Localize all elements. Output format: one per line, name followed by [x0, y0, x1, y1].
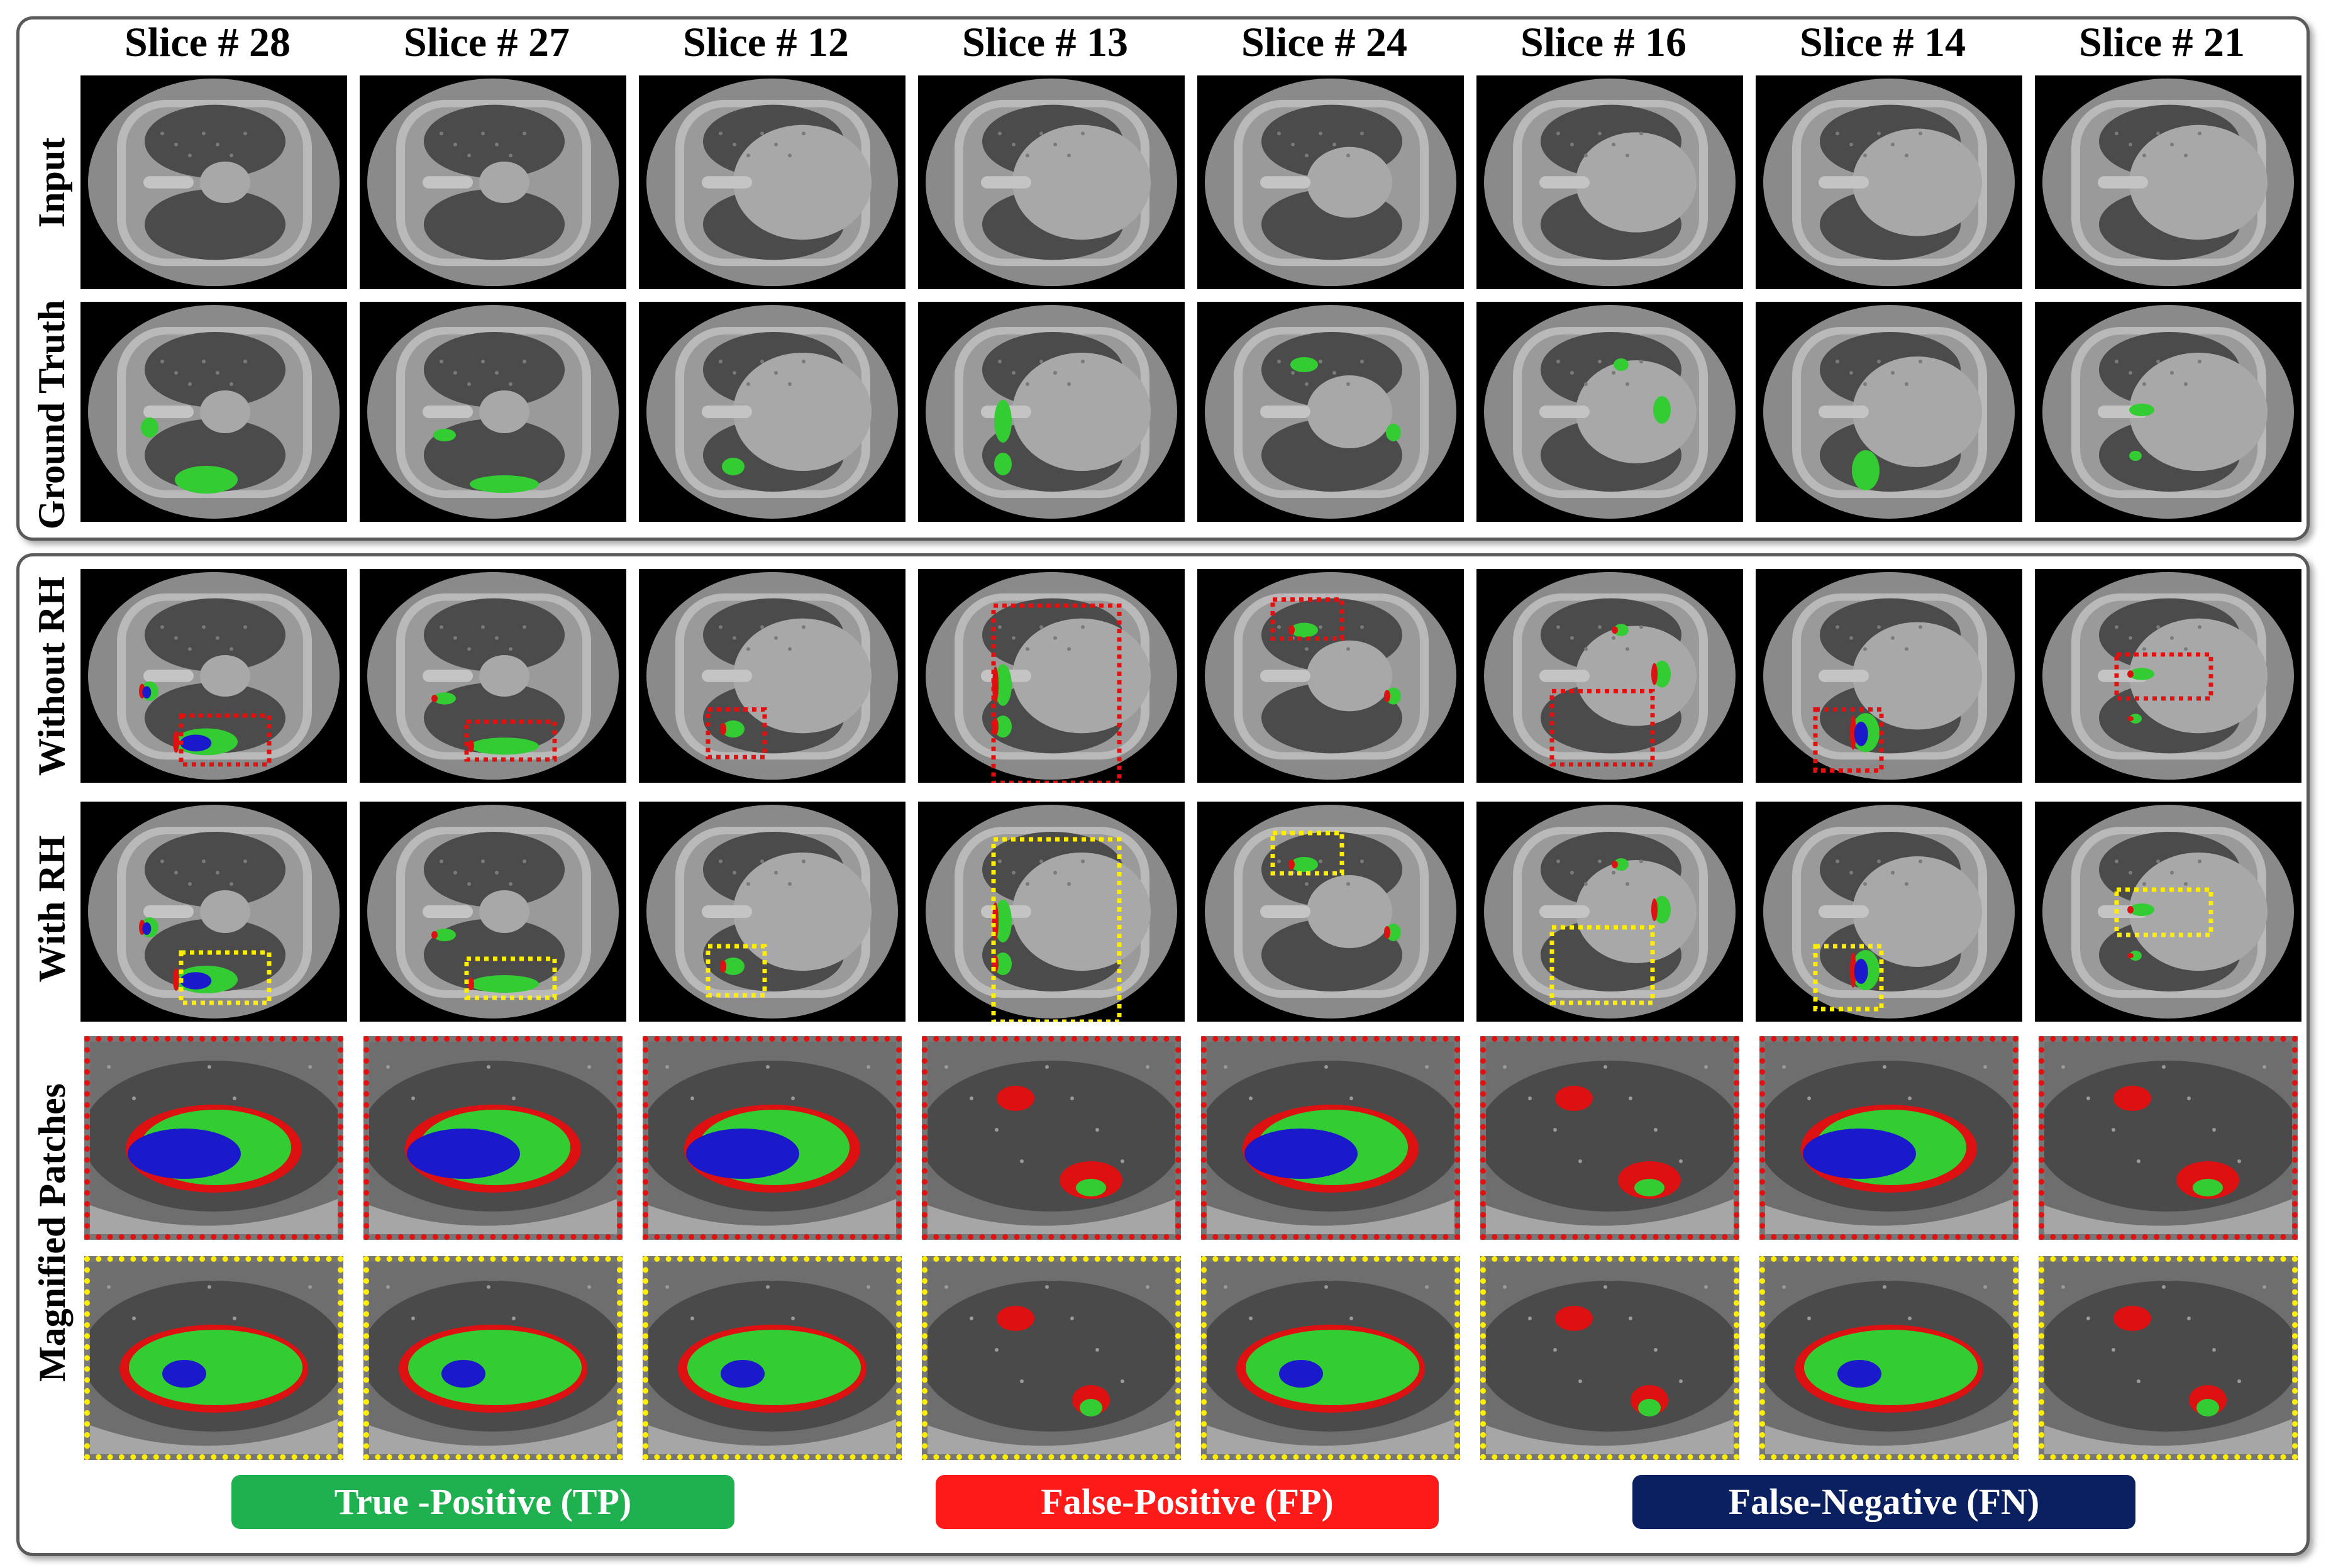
row-label-without-rh-text: Without RH: [31, 576, 73, 776]
ct-input-slice-28: [80, 75, 347, 289]
magnified-patch-without-rh-slice-14: [1759, 1036, 2019, 1240]
ct-ground-truth-slice-13: [918, 302, 1185, 522]
magnified-patch-with-rh-slice-12: [643, 1256, 902, 1460]
magnified-patch-without-rh-slice-12: [643, 1036, 902, 1240]
magnified-patch-with-rh-slice-21: [2039, 1256, 2298, 1460]
ct-with-rh-slice-27: [360, 802, 626, 1022]
ct-without-rh-slice-13: [918, 569, 1185, 783]
ct-input-slice-13: [918, 75, 1185, 289]
legend-true-positive: True -Positive (TP): [231, 1475, 734, 1529]
ct-ground-truth-slice-27: [360, 302, 626, 522]
column-title-slice-13: Slice # 13: [962, 19, 1128, 65]
row-label-with-rh: With RH: [24, 802, 80, 1015]
ct-ground-truth-slice-14: [1756, 302, 2022, 522]
magnified-patch-with-rh-slice-27: [363, 1256, 623, 1460]
ct-with-rh-slice-16: [1476, 802, 1743, 1022]
magnified-patch-with-rh-slice-16: [1480, 1256, 1739, 1460]
ct-input-slice-16: [1476, 75, 1743, 289]
ct-with-rh-slice-13: [918, 802, 1185, 1022]
ct-input-slice-24: [1197, 75, 1464, 289]
magnified-patch-without-rh-slice-24: [1201, 1036, 1460, 1240]
ct-with-rh-slice-14: [1756, 802, 2022, 1022]
magnified-patch-without-rh-slice-16: [1480, 1036, 1739, 1240]
column-title-slice-21: Slice # 21: [2079, 19, 2245, 65]
column-title-slice-28: Slice # 28: [125, 19, 291, 65]
row-label-ground-truth-text: Ground Truth: [31, 299, 73, 529]
ct-ground-truth-slice-21: [2035, 302, 2301, 522]
row-label-input-text: Input: [31, 137, 73, 228]
ct-ground-truth-slice-12: [639, 302, 905, 522]
column-title-slice-24: Slice # 24: [1241, 19, 1407, 65]
ct-without-rh-slice-16: [1476, 569, 1743, 783]
ct-without-rh-slice-24: [1197, 569, 1464, 783]
column-title-slice-14: Slice # 14: [1800, 19, 1966, 65]
ct-without-rh-slice-27: [360, 569, 626, 783]
column-title-slice-16: Slice # 16: [1520, 19, 1686, 65]
ct-without-rh-slice-12: [639, 569, 905, 783]
ct-with-rh-slice-24: [1197, 802, 1464, 1022]
magnified-patch-without-rh-slice-21: [2039, 1036, 2298, 1240]
magnified-patch-with-rh-slice-24: [1201, 1256, 1460, 1460]
row-label-without-rh: Without RH: [24, 569, 80, 783]
magnified-patch-with-rh-slice-14: [1759, 1256, 2019, 1460]
ct-input-slice-21: [2035, 75, 2301, 289]
ct-without-rh-slice-14: [1756, 569, 2022, 783]
magnified-patch-without-rh-slice-28: [84, 1036, 343, 1240]
ct-with-rh-slice-12: [639, 802, 905, 1022]
magnified-patch-without-rh-slice-13: [922, 1036, 1181, 1240]
column-title-slice-27: Slice # 27: [404, 19, 570, 65]
legend-false-negative: False-Negative (FN): [1632, 1475, 2135, 1529]
magnified-patch-with-rh-slice-28: [84, 1256, 343, 1460]
row-label-ground-truth: Ground Truth: [24, 299, 80, 529]
column-title-slice-12: Slice # 12: [683, 19, 849, 65]
ct-ground-truth-slice-16: [1476, 302, 1743, 522]
magnified-patch-without-rh-slice-27: [363, 1036, 623, 1240]
row-label-magnified-patches-text: Magnified Patches: [31, 1083, 73, 1382]
ct-without-rh-slice-21: [2035, 569, 2301, 783]
ct-input-slice-14: [1756, 75, 2022, 289]
ct-with-rh-slice-21: [2035, 802, 2301, 1022]
ct-input-slice-12: [639, 75, 905, 289]
ct-ground-truth-slice-24: [1197, 302, 1464, 522]
ct-ground-truth-slice-28: [80, 302, 347, 522]
row-label-input: Input: [24, 75, 80, 289]
row-label-magnified-patches: Magnified Patches: [24, 1037, 80, 1427]
ct-without-rh-slice-28: [80, 569, 347, 783]
ct-with-rh-slice-28: [80, 802, 347, 1022]
ct-input-slice-27: [360, 75, 626, 289]
row-label-with-rh-text: With RH: [31, 835, 73, 982]
legend-false-positive: False-Positive (FP): [936, 1475, 1439, 1529]
magnified-patch-with-rh-slice-13: [922, 1256, 1181, 1460]
